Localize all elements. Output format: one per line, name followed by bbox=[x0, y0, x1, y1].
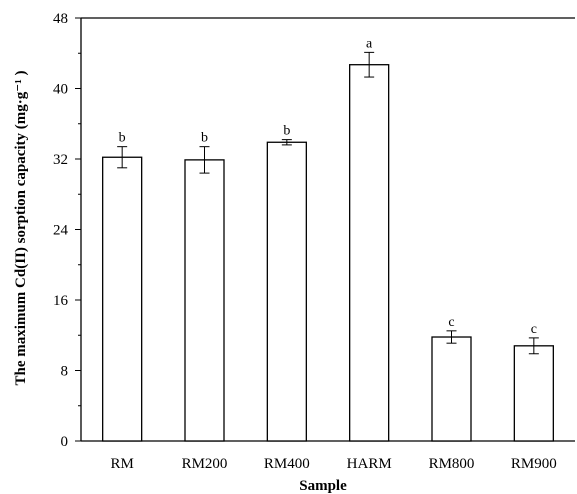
bar bbox=[431, 336, 472, 442]
bar bbox=[184, 159, 225, 442]
x-tick-label: RM400 bbox=[264, 456, 310, 472]
x-tick-label: RM900 bbox=[511, 456, 557, 472]
y-tick-label: 32 bbox=[53, 152, 68, 168]
bar bbox=[513, 345, 554, 442]
y-tick-label: 0 bbox=[61, 434, 69, 450]
y-tick-label: 40 bbox=[53, 82, 68, 98]
y-tick-label: 16 bbox=[53, 293, 69, 309]
significance-letter: c bbox=[448, 315, 454, 330]
x-tick-label: RM bbox=[110, 456, 133, 472]
significance-letter: b bbox=[283, 124, 290, 139]
x-tick-label: HARM bbox=[347, 456, 392, 472]
bar bbox=[349, 64, 390, 442]
x-tick-label: RM200 bbox=[182, 456, 228, 472]
significance-letter: b bbox=[201, 131, 208, 146]
significance-letter: a bbox=[366, 36, 373, 51]
significance-letter: b bbox=[119, 131, 126, 146]
x-tick-label: RM800 bbox=[429, 456, 475, 472]
bar bbox=[102, 156, 143, 442]
y-axis-title: The maximum Cd(II) sorption capacity (mg… bbox=[13, 71, 29, 386]
significance-letter: c bbox=[531, 322, 537, 337]
y-tick-label: 48 bbox=[53, 11, 68, 27]
y-tick-label: 24 bbox=[53, 223, 69, 239]
y-tick-label: 8 bbox=[61, 364, 69, 380]
bar bbox=[266, 141, 307, 442]
plot-area: 0 8 16 24 32 40 48 b RM b RM200 b RM400 a HARM c RM800 c R… bbox=[53, 11, 575, 472]
x-axis-title: Sample bbox=[299, 478, 347, 494]
